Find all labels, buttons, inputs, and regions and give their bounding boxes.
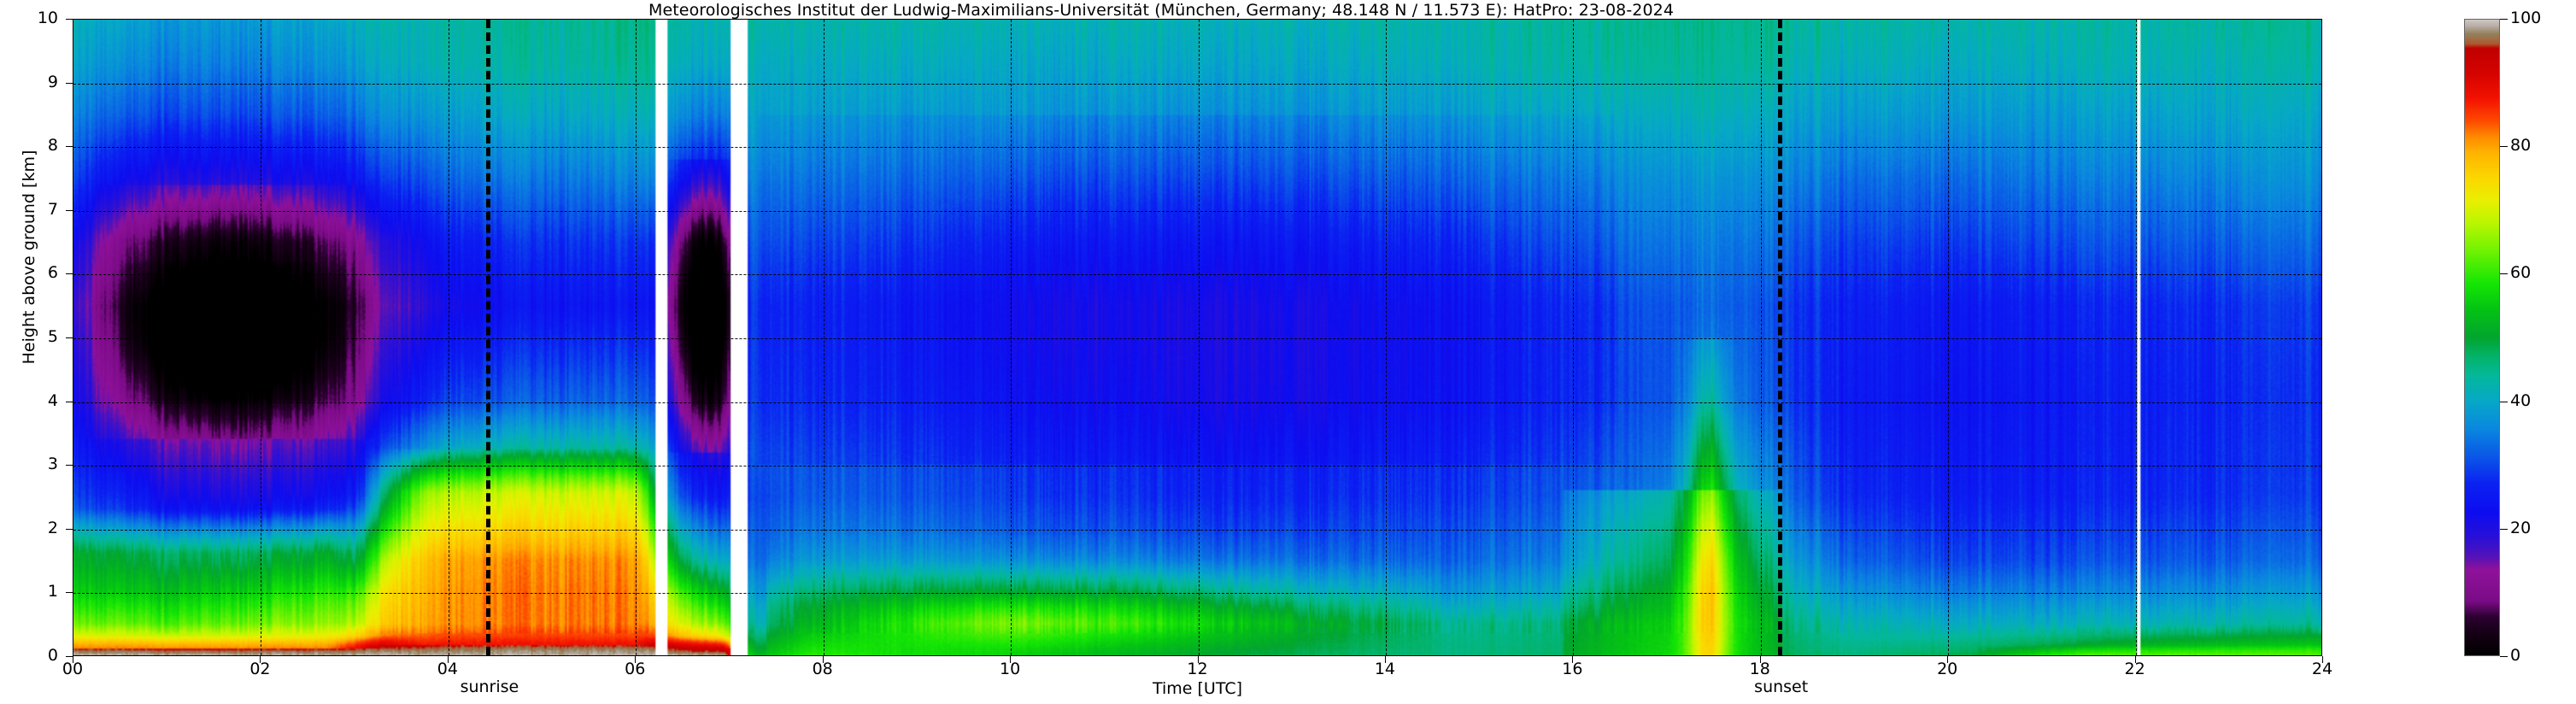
y-tick-mark: [66, 146, 73, 148]
chart-title: Meteorologisches Institut der Ludwig-Max…: [648, 1, 1675, 20]
x-tick-mark: [1572, 656, 1574, 663]
colorbar-tick-mark: [2500, 146, 2508, 148]
colorbar-tick-mark: [2500, 528, 2508, 530]
y-tick-label: 2: [47, 518, 58, 537]
x-tick-label: 24: [2311, 660, 2333, 678]
y-tick-mark: [66, 465, 73, 466]
x-tick-mark: [2134, 656, 2136, 663]
colorbar-tick-mark: [2500, 19, 2508, 20]
y-tick-label: 0: [47, 646, 58, 665]
x-tick-mark: [1384, 656, 1386, 663]
colorbar-tick-mark: [2500, 656, 2508, 657]
x-tick-label: 08: [812, 660, 833, 678]
relative-humidity-heatmap: [73, 20, 2321, 655]
x-tick-mark: [2322, 656, 2323, 663]
colorbar-tick-label: 20: [2510, 518, 2532, 537]
x-tick-mark: [1197, 656, 1199, 663]
x-tick-mark: [1010, 656, 1012, 663]
y-tick-label: 5: [47, 327, 58, 346]
x-tick-label: 14: [1374, 660, 1395, 678]
sunrise-label: sunrise: [460, 678, 519, 696]
y-tick-label: 7: [47, 199, 58, 219]
y-tick-label: 4: [47, 390, 58, 410]
x-tick-label: 00: [62, 660, 84, 678]
y-tick-label: 8: [47, 136, 58, 155]
y-tick-mark: [66, 656, 73, 657]
x-tick-label: 16: [1562, 660, 1583, 678]
colorbar-tick-label: 0: [2510, 646, 2521, 665]
x-tick-label: 02: [249, 660, 271, 678]
x-tick-label: 04: [437, 660, 458, 678]
sunset-label: sunset: [1754, 678, 1809, 696]
y-tick-mark: [66, 337, 73, 338]
x-axis-title: Time [UTC]: [1152, 679, 1243, 698]
x-tick-label: 06: [625, 660, 646, 678]
y-tick-mark: [66, 592, 73, 594]
colorbar-tick-label: 100: [2510, 9, 2542, 27]
colorbar-tick-label: 80: [2510, 136, 2532, 155]
heatmap-plot-area: [73, 19, 2322, 656]
y-tick-label: 10: [37, 9, 58, 27]
x-tick-label: 22: [2124, 660, 2145, 678]
x-tick-mark: [822, 656, 824, 663]
colorbar: [2464, 19, 2500, 656]
x-tick-mark: [635, 656, 637, 663]
y-tick-mark: [66, 82, 73, 84]
x-tick-label: 20: [1937, 660, 1958, 678]
y-tick-label: 1: [47, 582, 58, 601]
x-tick-label: 10: [999, 660, 1021, 678]
y-axis-title: Height above ground [km]: [20, 150, 38, 365]
colorbar-gradient: [2464, 19, 2500, 656]
colorbar-tick-label: 60: [2510, 263, 2532, 283]
y-tick-mark: [66, 528, 73, 530]
y-tick-label: 3: [47, 455, 58, 474]
colorbar-tick-mark: [2500, 273, 2508, 275]
x-tick-mark: [1947, 656, 1949, 663]
y-tick-label: 6: [47, 263, 58, 283]
x-tick-mark: [447, 656, 449, 663]
y-tick-mark: [66, 273, 73, 275]
x-tick-label: 18: [1749, 660, 1770, 678]
y-tick-mark: [66, 209, 73, 211]
y-tick-mark: [66, 19, 73, 20]
x-tick-mark: [1759, 656, 1761, 663]
x-tick-mark: [260, 656, 261, 663]
x-tick-label: 12: [1187, 660, 1208, 678]
colorbar-tick-label: 40: [2510, 390, 2532, 410]
y-tick-label: 9: [47, 72, 58, 91]
